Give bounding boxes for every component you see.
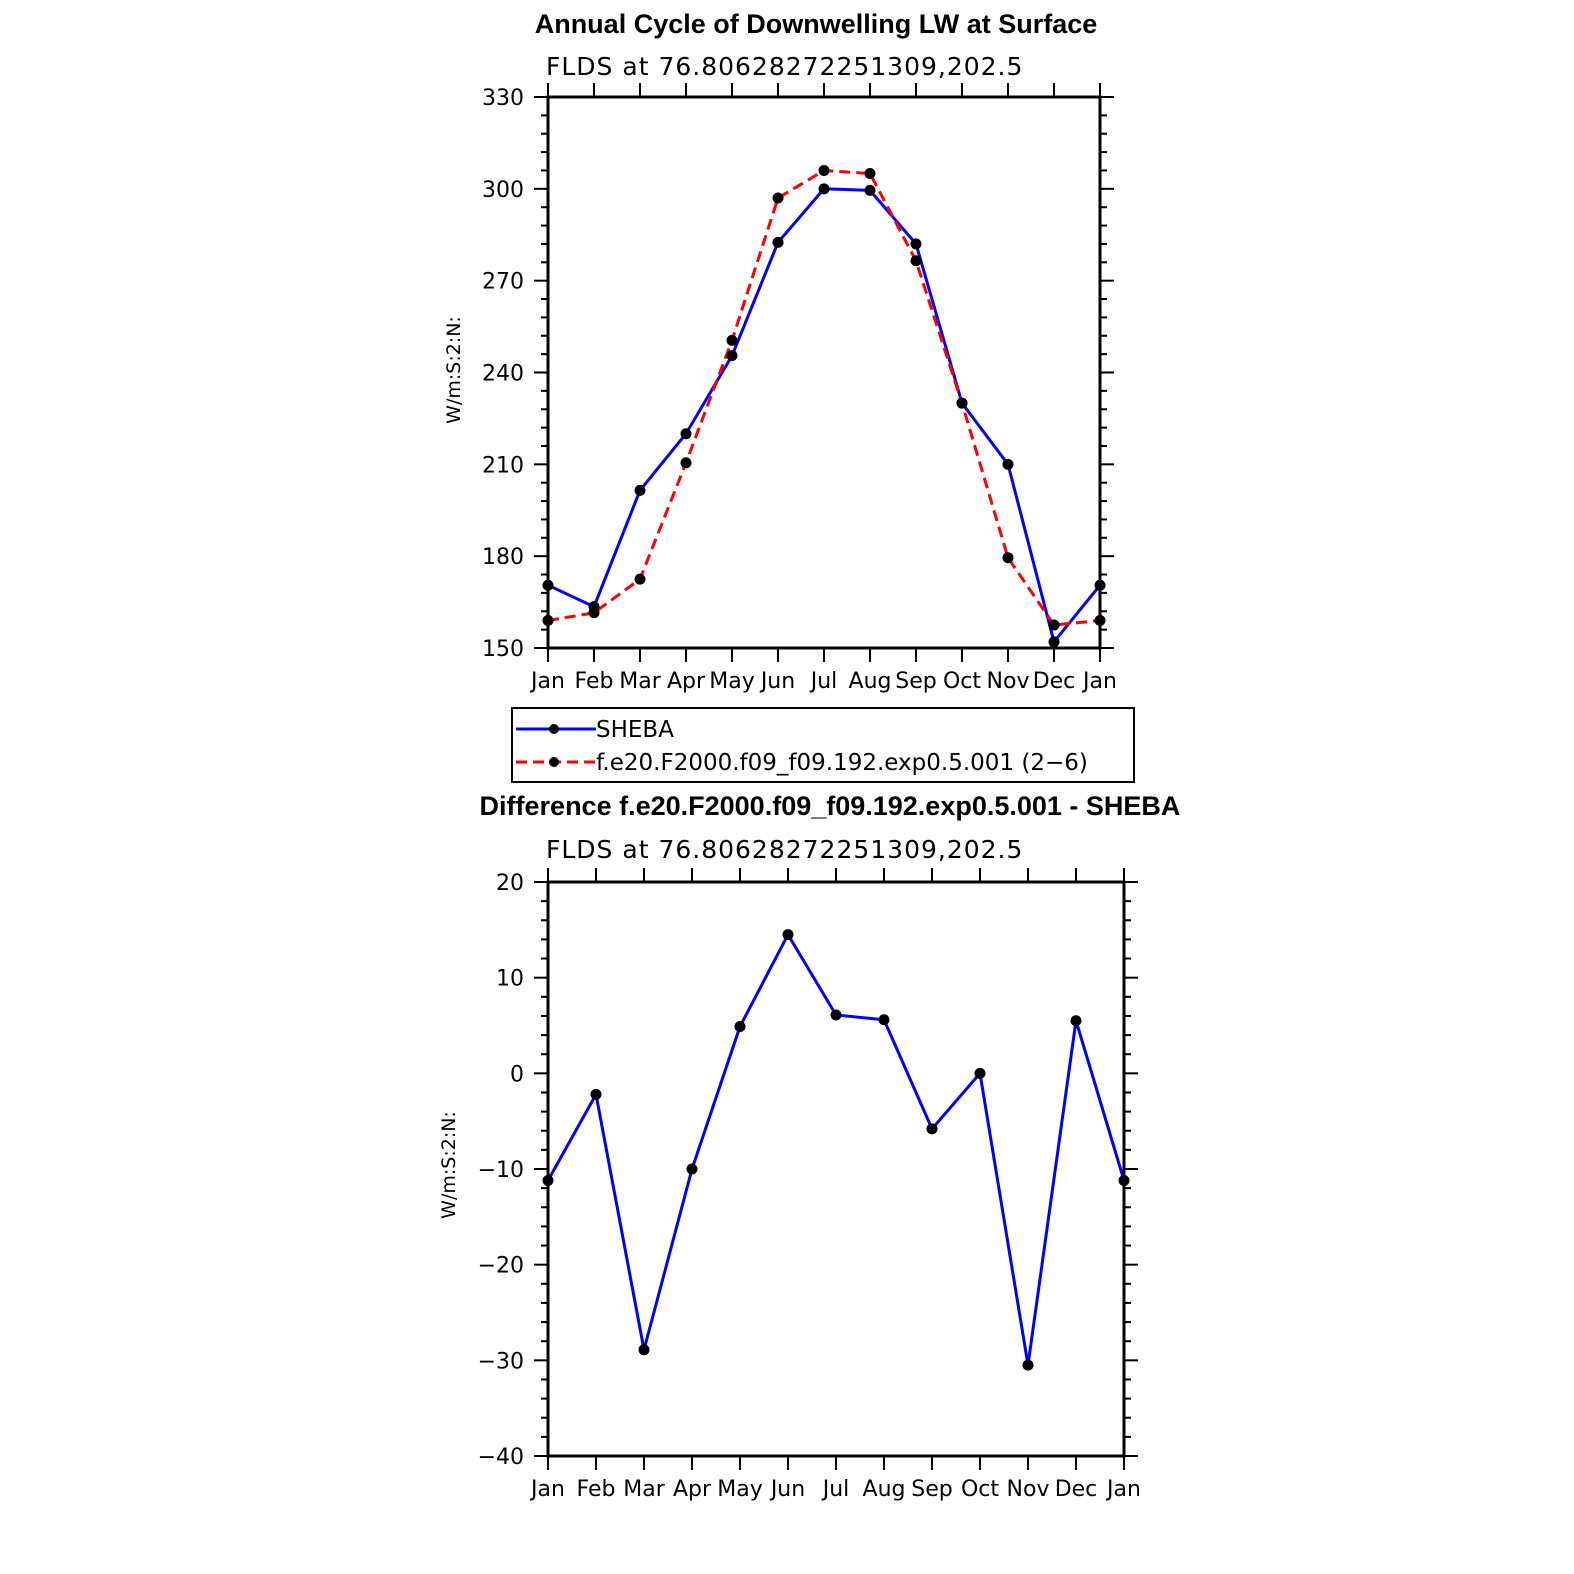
bottom-ylabel: W/m:S:2:N:: [438, 1111, 460, 1219]
top-xtick-label: Sep: [895, 669, 936, 694]
top-xtick-label: Dec: [1033, 669, 1076, 694]
top-xtick-label: May: [709, 669, 754, 694]
bottom-plot-frame: [546, 880, 1126, 1458]
bottom-title: Difference f.e20.F2000.f09_f09.192.exp0.…: [480, 791, 1181, 821]
top-ytick-label: 240: [482, 362, 524, 387]
bottom-xtick-label: Apr: [673, 1477, 712, 1502]
top-xtick-label: Aug: [849, 669, 892, 694]
bottom-xtick-label: Jan: [1105, 1477, 1141, 1502]
bottom-ytick-label: 20: [496, 871, 524, 896]
bottom-xtick-label: May: [717, 1477, 762, 1502]
bottom-data-point: [686, 1163, 698, 1175]
top-data-point: [680, 457, 692, 469]
bottom-data-point: [878, 1014, 890, 1026]
bottom-ytick-label: −30: [478, 1349, 524, 1374]
top-data-point: [1048, 619, 1060, 631]
legend: SHEBA f.e20.F2000.f09_f09.192.exp0.5.001…: [511, 707, 1135, 783]
bottom-xtick-label: Jul: [821, 1477, 850, 1502]
top-ytick-label: 180: [482, 545, 524, 570]
top-data-point: [1002, 552, 1014, 564]
top-data-point: [726, 334, 738, 346]
bottom-xtick-label: Nov: [1007, 1477, 1050, 1502]
top-data-point: [542, 579, 554, 591]
bottom-data-point: [782, 929, 794, 941]
top-xtick-label: Nov: [987, 669, 1030, 694]
legend-marker-model: [549, 757, 559, 767]
top-ytick-label: 300: [482, 178, 524, 203]
top-data-point: [634, 484, 646, 496]
bottom-ytick-label: 10: [496, 967, 524, 992]
bottom-data-point: [1070, 1015, 1082, 1027]
top-xtick-label: Jul: [809, 669, 838, 694]
top-data-point: [1094, 614, 1106, 626]
top-xtick-label: Oct: [943, 669, 981, 694]
top-data-point: [1002, 458, 1014, 470]
top-data-point: [726, 350, 738, 362]
top-ytick-label: 210: [482, 453, 524, 478]
top-series-line-0: [547, 187, 1102, 646]
bottom-ytick-label: 0: [510, 1062, 524, 1087]
top-data-point: [1048, 636, 1060, 648]
top-data-point: [864, 168, 876, 180]
bottom-xtick-label: Dec: [1055, 1477, 1098, 1502]
bottom-data-point: [542, 1174, 554, 1186]
bottom-subtitle: FLDS at 76.80628272251309,202.5: [546, 835, 1023, 864]
bottom-data-point: [974, 1067, 986, 1079]
top-data-point: [910, 255, 922, 267]
bottom-xtick-label: Oct: [961, 1477, 999, 1502]
top-data-point: [956, 397, 968, 409]
bottom-data-point: [1022, 1359, 1034, 1371]
bottom-data-point: [734, 1020, 746, 1032]
top-data-point: [1094, 579, 1106, 591]
bottom-ytick-label: −40: [478, 1445, 524, 1470]
legend-marker-sheba: [549, 724, 559, 734]
top-plot-frame: [546, 95, 1102, 650]
legend-box: [511, 707, 1135, 783]
bottom-data-point: [1118, 1174, 1130, 1186]
top-xtick-label: Feb: [575, 669, 614, 694]
top-xtick-label: Jan: [529, 669, 565, 694]
top-subtitle: FLDS at 76.80628272251309,202.5: [546, 52, 1023, 81]
top-data-point: [772, 192, 784, 204]
top-ytick-label: 270: [482, 270, 524, 295]
bottom-xtick-label: Sep: [911, 1477, 952, 1502]
bottom-data-point: [638, 1344, 650, 1356]
top-data-point: [772, 236, 784, 248]
top-data-point: [680, 428, 692, 440]
legend-label-sheba: SHEBA: [596, 717, 674, 743]
bottom-xtick-label: Jan: [529, 1477, 565, 1502]
legend-label-model: f.e20.F2000.f09_f09.192.exp0.5.001 (2−6): [596, 750, 1088, 776]
top-data-point: [910, 238, 922, 250]
bottom-xtick-label: Jun: [769, 1477, 805, 1502]
top-data-point: [634, 573, 646, 585]
top-data-point: [818, 183, 830, 195]
bottom-data-point: [590, 1088, 602, 1100]
top-ylabel: W/m:S:2:N:: [443, 316, 465, 424]
top-title: Annual Cycle of Downwelling LW at Surfac…: [535, 9, 1098, 39]
top-data-point: [818, 164, 830, 176]
bottom-data-point: [830, 1009, 842, 1021]
bottom-xtick-label: Feb: [577, 1477, 616, 1502]
top-xtick-label: Jun: [759, 669, 795, 694]
top-xtick-label: Apr: [667, 669, 706, 694]
top-ytick-label: 150: [482, 637, 524, 662]
bottom-ytick-label: −20: [478, 1254, 524, 1279]
bottom-series-line-0: [546, 931, 1126, 1366]
top-data-point: [542, 614, 554, 626]
top-series-line-1: [547, 168, 1101, 627]
top-xtick-label: Mar: [619, 669, 661, 694]
bottom-xtick-label: Aug: [863, 1477, 906, 1502]
bottom-data-point: [926, 1123, 938, 1135]
bottom-ytick-label: −10: [478, 1158, 524, 1183]
top-data-point: [588, 607, 600, 619]
top-data-point: [864, 184, 876, 196]
top-xtick-label: Jan: [1081, 669, 1117, 694]
bottom-xtick-label: Mar: [623, 1477, 665, 1502]
top-ytick-label: 330: [482, 86, 524, 111]
